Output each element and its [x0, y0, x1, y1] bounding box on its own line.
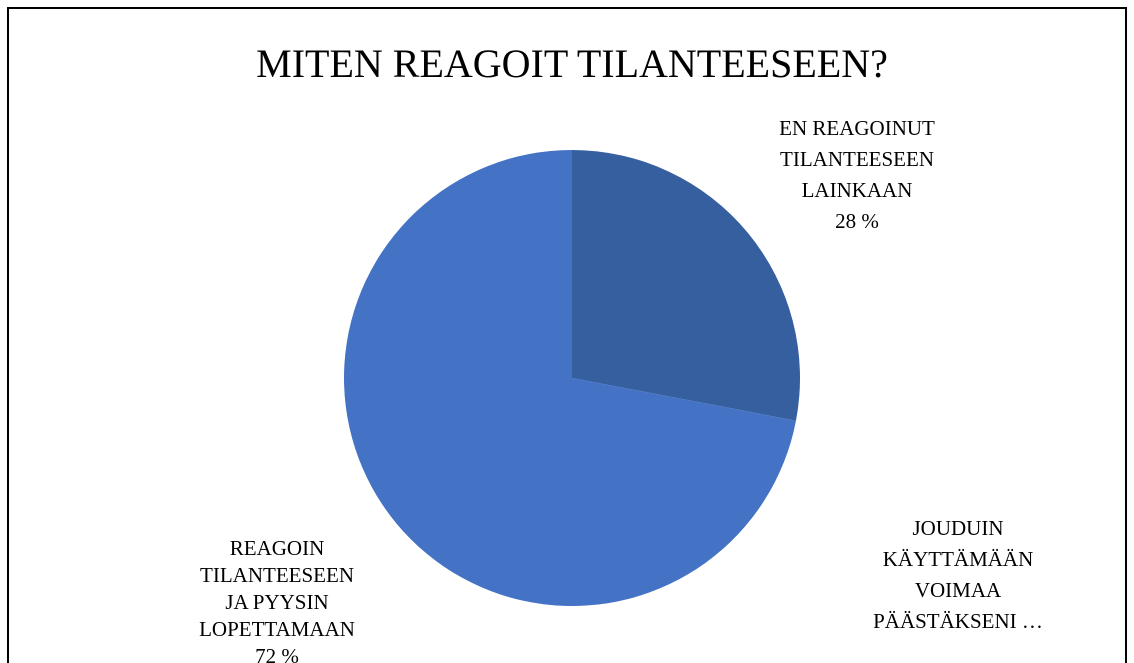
label-line: VOIMAA — [915, 578, 1002, 602]
label-line: EN REAGOINUT — [779, 116, 935, 140]
label-line: JA PYYSIN — [225, 590, 328, 614]
label-line: TILANTEESEEN — [200, 563, 354, 587]
chart-title: MITEN REAGOIT TILANTEESEEN? — [256, 41, 888, 86]
label-line: LAINKAAN — [802, 178, 913, 202]
slice-label: EN REAGOINUT TILANTEESEEN LAINKAAN — [779, 116, 935, 202]
label-line: TILANTEESEEN — [780, 147, 934, 171]
label-line: LOPETTAMAAN — [199, 617, 355, 641]
pie-slice — [572, 150, 800, 421]
label-line: PÄÄSTÄKSENI … — [873, 609, 1043, 633]
pie-slice — [343, 150, 796, 606]
label-line: KÄYTTÄMÄÄN — [883, 547, 1034, 571]
value-label: 28 % — [835, 209, 879, 233]
label-line: REAGOIN — [230, 536, 325, 560]
slice-label: JOUDUIN KÄYTTÄMÄÄN VOIMAA PÄÄSTÄKSENI … — [873, 516, 1043, 633]
label-line: JOUDUIN — [913, 516, 1004, 540]
value-label: 72 % — [255, 644, 299, 663]
slice-label: REAGOIN TILANTEESEEN JA PYYSIN LOPETTAMAAN — [199, 536, 355, 641]
